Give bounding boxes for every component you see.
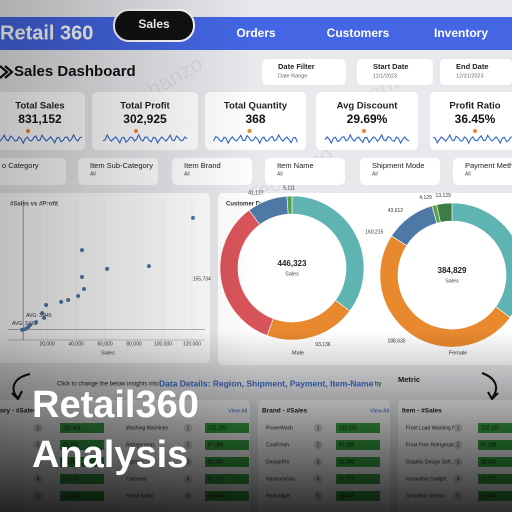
bottom-shade: [0, 330, 512, 512]
overlay-title: Retail360: [32, 384, 199, 426]
overlay-title: Analysis: [32, 434, 188, 476]
